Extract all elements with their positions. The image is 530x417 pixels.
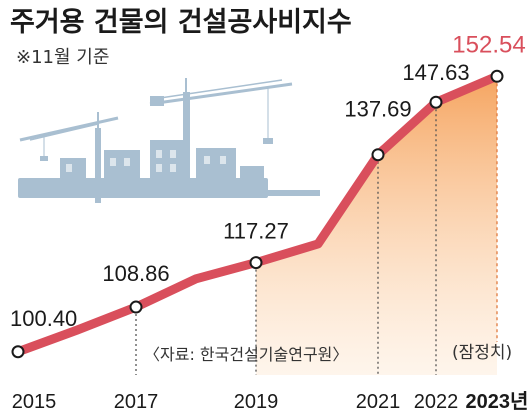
- value-label-2022: 147.63: [402, 60, 469, 85]
- x-tick-2015: 2015: [12, 391, 57, 413]
- value-label-2019: 117.27: [223, 219, 289, 244]
- crane-right-icon: [149, 78, 293, 197]
- construction-illustration: [18, 78, 320, 203]
- x-tick-2023: 2023년: [466, 390, 529, 413]
- marker-2019: [249, 256, 263, 270]
- marker-2017: [129, 300, 143, 314]
- value-label-2017: 108.86: [102, 261, 169, 286]
- building-icon: [18, 140, 320, 198]
- value-label-2023: 152.54: [452, 31, 525, 58]
- marker-2023: [490, 69, 504, 83]
- source-note: 〈자료: 한국건설기술연구원〉: [144, 345, 348, 364]
- marker-2015: [11, 345, 25, 359]
- x-tick-2021: 2021: [356, 391, 401, 413]
- marker-2022: [429, 95, 443, 109]
- point-markers: [11, 69, 504, 359]
- x-tick-2022: 2022: [414, 391, 459, 413]
- x-tick-2017: 2017: [114, 391, 159, 413]
- drop-lines: [135, 83, 498, 375]
- preliminary-note: (잠정치): [452, 343, 512, 363]
- x-axis-ticks: 2015 2017 2019 2021 2022 2023년: [12, 390, 529, 413]
- building-windows: [66, 150, 226, 172]
- crane-left-icon: [19, 112, 119, 203]
- area-fill: [256, 76, 497, 375]
- marker-2021: [371, 148, 385, 162]
- value-label-2021: 137.69: [344, 97, 411, 122]
- chart-note: ※11월 기준: [16, 47, 109, 68]
- x-tick-2019: 2019: [234, 391, 279, 413]
- value-label-2015: 100.40: [10, 306, 77, 331]
- chart-title: 주거용 건물의 건설공사비지수: [10, 7, 352, 38]
